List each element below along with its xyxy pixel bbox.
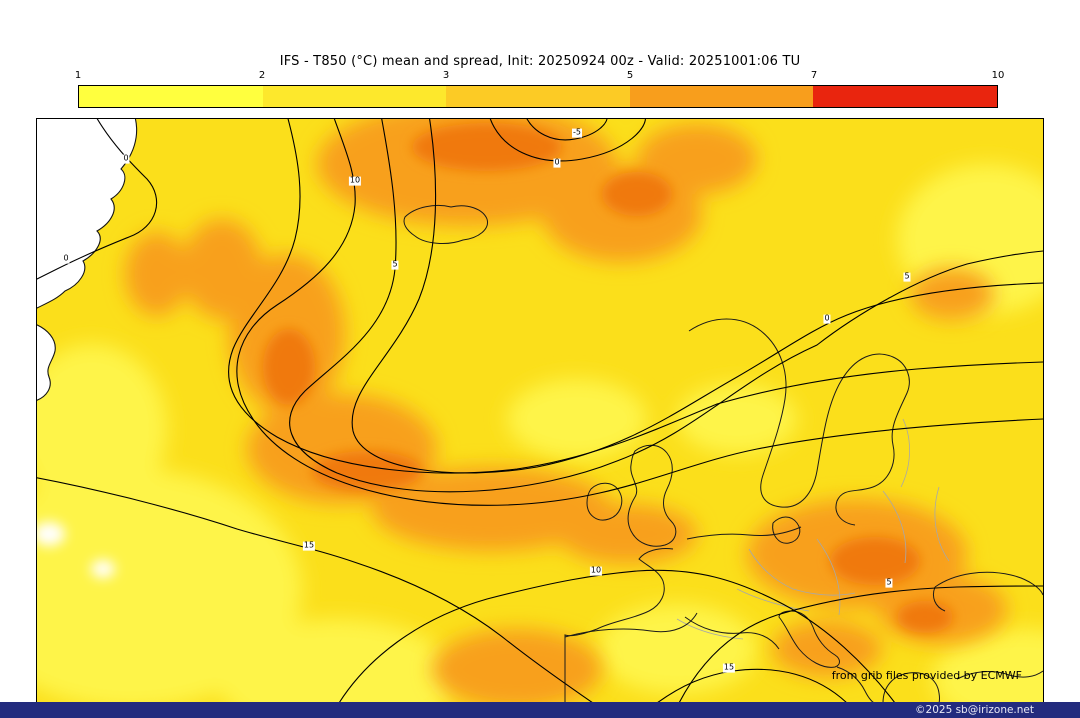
colorbar-tick: 10	[991, 70, 1005, 81]
turkey-coast	[956, 670, 1043, 680]
colorbar-tick: 2	[258, 70, 266, 81]
denmark-coast	[772, 516, 801, 544]
colorbar-segment	[79, 86, 263, 107]
colorbar: 1 2 3 5 7 10	[74, 70, 1005, 108]
spread-light-layer	[37, 164, 1043, 703]
north-sea-coast	[686, 526, 802, 540]
spread-white-spots	[37, 522, 115, 578]
scandinavia-coast	[688, 318, 910, 526]
country-borders	[676, 418, 950, 640]
colorbar-segment	[262, 86, 447, 107]
colorbar-tick: 1	[74, 70, 82, 81]
colorbar-tick: 5	[626, 70, 634, 81]
colorbar-tick: 3	[442, 70, 450, 81]
map-svg	[37, 119, 1043, 703]
iberia-north-coast	[564, 612, 698, 638]
colorbar-segment	[629, 86, 814, 107]
source-credit: from grib files provided by ECMWF	[831, 669, 1022, 682]
copyright-text: ©2025 sb@irizone.net	[915, 704, 1034, 716]
coastlines	[403, 204, 1043, 703]
colorbar-ticks: 1 2 3 5 7 10	[74, 70, 1005, 84]
page-title: IFS - T850 (°C) mean and spread, Init: 2…	[279, 54, 801, 69]
colorbar-segment	[446, 86, 630, 107]
iceland-coast	[403, 204, 488, 244]
black-sea-coast	[932, 571, 1043, 612]
greece-coast	[882, 672, 940, 703]
greenland-landmass	[37, 119, 138, 401]
spread-orange-layer	[125, 119, 1007, 703]
bottom-bar: ©2025 sb@irizone.net	[0, 702, 1080, 718]
mean-contours	[37, 119, 1043, 703]
weather-map: 0 0 10 -5 0 5 0 5 15 10 5 15	[36, 118, 1044, 704]
colorbar-segments	[78, 85, 998, 108]
ireland-coast	[586, 482, 623, 521]
colorbar-tick: 7	[810, 70, 818, 81]
balkan-coast	[836, 666, 876, 703]
mediterranean-coast	[684, 616, 780, 650]
great-britain-coast	[627, 444, 677, 547]
colorbar-segment	[813, 86, 997, 107]
